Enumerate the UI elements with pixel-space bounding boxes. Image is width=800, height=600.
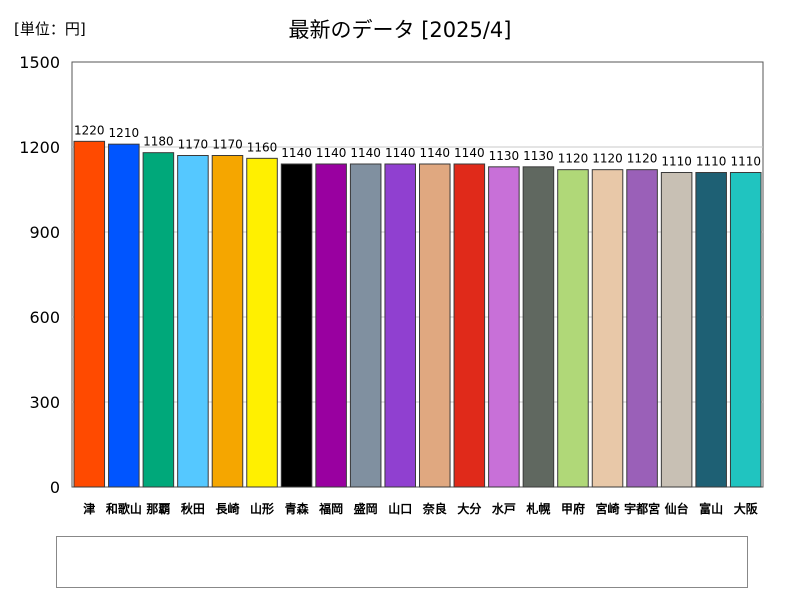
bar-宮崎 <box>591 169 624 488</box>
bar-奈良 <box>419 163 451 488</box>
data-label: 1170 <box>178 138 209 152</box>
y-tick-label: 300 <box>29 393 60 412</box>
x-tick-label: 山形 <box>250 501 274 516</box>
data-label: 1140 <box>350 146 381 160</box>
bar-那覇 <box>142 152 175 488</box>
y-tick-label: 600 <box>29 308 60 327</box>
bar-山形 <box>246 157 278 488</box>
chart-title: 最新のデータ [2025/4] <box>288 18 512 42</box>
data-label: 1160 <box>247 140 278 154</box>
data-label: 1120 <box>592 152 623 166</box>
y-tick-label: 0 <box>50 478 60 497</box>
bar-福岡 <box>315 163 347 488</box>
x-tick-label: 仙台 <box>665 501 689 516</box>
plot-area <box>71 61 764 488</box>
bar-水戸 <box>488 166 520 488</box>
bar-仙台 <box>660 172 693 488</box>
data-label: 1140 <box>281 146 312 160</box>
data-label: 1130 <box>489 149 520 163</box>
x-tick-label: 甲府 <box>561 501 585 516</box>
x-tick-label: 山口 <box>388 501 412 516</box>
unit-label: [単位：円] <box>14 20 86 38</box>
data-label: 1110 <box>696 155 727 169</box>
data-label: 1170 <box>212 138 243 152</box>
x-tick-label: 津 <box>83 501 95 516</box>
bar-秋田 <box>177 155 209 488</box>
bar-大阪 <box>729 172 762 488</box>
bar-長崎 <box>211 155 244 488</box>
legend <box>56 536 748 588</box>
bar-富山 <box>695 172 727 488</box>
x-tick-label: 宮崎 <box>596 501 620 516</box>
data-label: 1120 <box>558 152 589 166</box>
x-tick-label: 福岡 <box>318 501 343 516</box>
x-tick-label: 盛岡 <box>354 501 378 516</box>
bar-盛岡 <box>349 163 382 488</box>
x-tick-label: 奈良 <box>422 501 447 516</box>
x-tick-label: 富山 <box>699 501 723 516</box>
data-label: 1210 <box>109 126 140 140</box>
x-tick-label: 大阪 <box>734 501 759 516</box>
x-tick-label: 秋田 <box>181 501 205 516</box>
bar-青森 <box>280 163 313 488</box>
bar-札幌 <box>522 166 555 488</box>
x-tick-label: 札幌 <box>525 501 550 516</box>
bar-宇都宮 <box>626 169 658 488</box>
data-label: 1110 <box>661 155 692 169</box>
y-tick-label: 1500 <box>19 53 60 72</box>
data-label: 1120 <box>627 152 658 166</box>
data-label: 1140 <box>385 146 416 160</box>
x-tick-label: 那覇 <box>146 502 170 516</box>
bar-甲府 <box>557 169 589 488</box>
y-tick-label: 900 <box>29 223 60 242</box>
x-tick-label: 水戸 <box>492 501 516 516</box>
data-label: 1220 <box>74 123 105 137</box>
x-tick-label: 和歌山 <box>105 501 142 516</box>
data-label: 1140 <box>316 146 347 160</box>
x-tick-label: 長崎 <box>215 501 239 516</box>
data-label: 1180 <box>143 135 174 149</box>
x-tick-label: 宇都宮 <box>624 501 660 516</box>
bar-大分 <box>453 163 486 488</box>
data-label: 1110 <box>730 155 761 169</box>
bar-山口 <box>384 163 417 488</box>
x-tick-label: 大分 <box>457 501 481 516</box>
bar-津 <box>73 140 106 488</box>
data-label: 1140 <box>420 146 451 160</box>
y-tick-label: 1200 <box>19 138 60 157</box>
x-tick-label: 青森 <box>285 501 310 516</box>
data-label: 1130 <box>523 149 554 163</box>
bar-和歌山 <box>108 143 140 488</box>
data-label: 1140 <box>454 146 485 160</box>
